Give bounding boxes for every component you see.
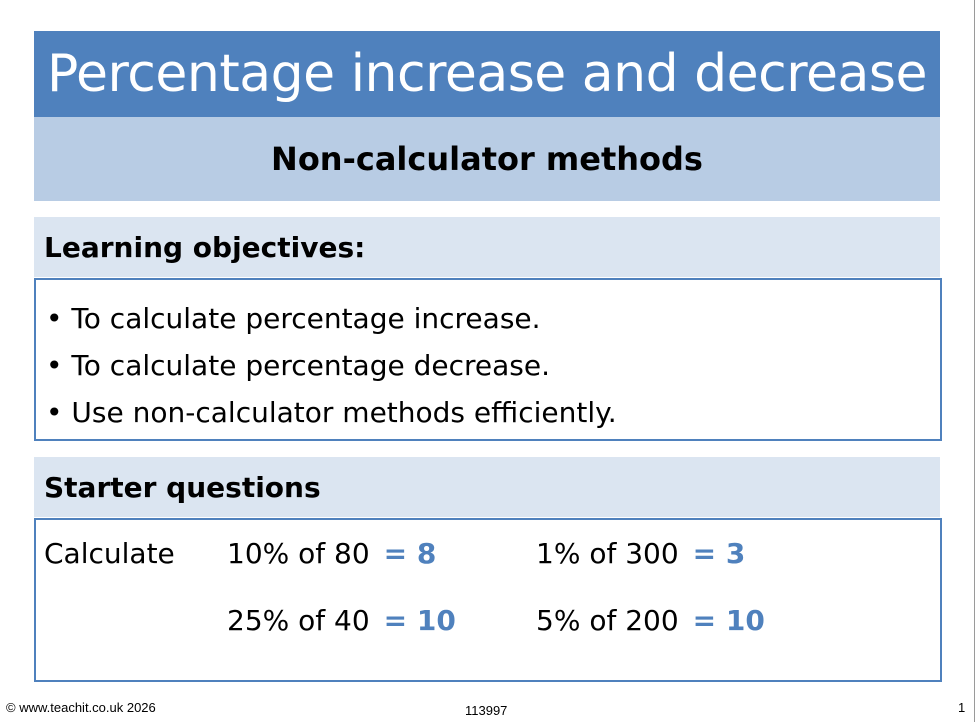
title-banner: Percentage increase and decrease: [34, 31, 940, 117]
calculate-label: Calculate: [44, 537, 175, 570]
objectives-heading: Learning objectives:: [44, 230, 366, 264]
objectives-box: To calculate percentage increase. To cal…: [34, 278, 942, 441]
starter-box: Calculate 10% of 80 = 8 1% of 300 = 3 25% …: [34, 518, 942, 682]
slide-subtitle: Non-calculator methods: [271, 140, 703, 178]
starter-question: 1% of 300 = 3: [536, 537, 745, 571]
objective-item: To calculate percentage increase.: [46, 295, 940, 342]
question-answer: = 10: [692, 604, 765, 637]
question-answer: = 10: [383, 604, 456, 637]
footer-resource-code: 113997: [465, 703, 508, 718]
starter-question: 10% of 80 = 8: [227, 537, 436, 571]
objectives-list: To calculate percentage increase. To cal…: [46, 295, 940, 436]
question-prompt: 5% of 200: [536, 604, 679, 637]
footer-copyright: © www.teachit.co.uk 2026: [6, 700, 156, 715]
subtitle-banner: Non-calculator methods: [34, 117, 940, 201]
slide-title: Percentage increase and decrease: [47, 44, 927, 104]
question-prompt: 1% of 300: [536, 537, 679, 570]
footer-page-number: 1: [958, 700, 966, 715]
objective-item: Use non-calculator methods efficiently.: [46, 389, 940, 436]
starter-question: 25% of 40 = 10: [227, 604, 456, 638]
slide-edge-divider: [974, 0, 975, 722]
question-answer: = 3: [692, 537, 746, 570]
objectives-header: Learning objectives:: [34, 217, 940, 277]
question-answer: = 8: [383, 537, 437, 570]
objective-item: To calculate percentage decrease.: [46, 342, 940, 389]
starter-question: 5% of 200 = 10: [536, 604, 765, 638]
question-prompt: 10% of 80: [227, 537, 370, 570]
starter-heading: Starter questions: [44, 470, 321, 504]
starter-header: Starter questions: [34, 457, 940, 517]
question-prompt: 25% of 40: [227, 604, 370, 637]
